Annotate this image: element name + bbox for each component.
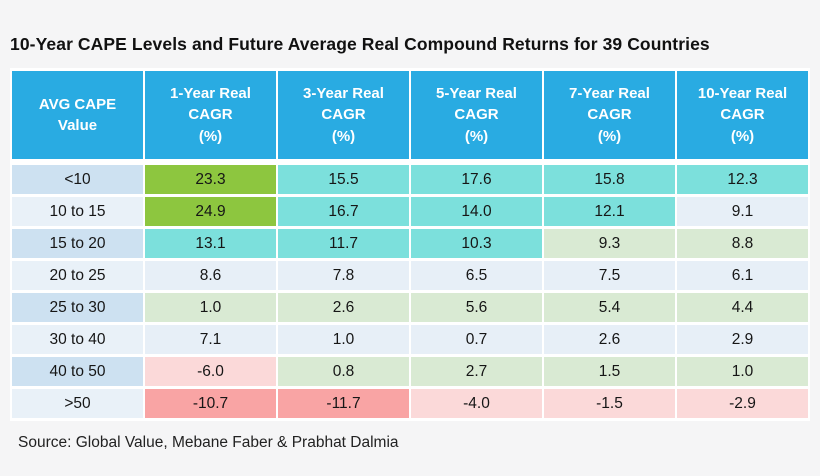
value-cell: 14.0 <box>411 197 542 226</box>
value-cell: 8.6 <box>145 261 276 290</box>
value-cell: 1.0 <box>677 357 808 386</box>
value-cell: 2.6 <box>544 325 675 354</box>
row-label: 20 to 25 <box>12 261 143 290</box>
value-cell: 10.3 <box>411 229 542 258</box>
table-row: 10 to 15 24.9 16.7 14.0 12.1 9.1 <box>12 197 808 226</box>
value-cell: 7.8 <box>278 261 409 290</box>
table-row: >50 -10.7 -11.7 -4.0 -1.5 -2.9 <box>12 389 808 418</box>
value-cell: 5.4 <box>544 293 675 322</box>
page-title: 10-Year CAPE Levels and Future Average R… <box>10 34 710 54</box>
value-cell: 7.5 <box>544 261 675 290</box>
row-label: >50 <box>12 389 143 418</box>
column-header: 7-Year Real CAGR (%) <box>544 71 675 162</box>
row-label: 15 to 20 <box>12 229 143 258</box>
table-row: <10 23.3 15.5 17.6 15.8 12.3 <box>12 165 808 194</box>
value-cell: 5.6 <box>411 293 542 322</box>
value-cell: -6.0 <box>145 357 276 386</box>
value-cell: -4.0 <box>411 389 542 418</box>
value-cell: 6.1 <box>677 261 808 290</box>
column-header: 10-Year Real CAGR (%) <box>677 71 808 162</box>
value-cell: 12.3 <box>677 165 808 194</box>
value-cell: 2.9 <box>677 325 808 354</box>
cape-returns-table: AVG CAPE Value 1-Year Real CAGR (%) 3-Year… <box>10 68 810 421</box>
value-cell: 23.3 <box>145 165 276 194</box>
table-row: 20 to 25 8.6 7.8 6.5 7.5 6.1 <box>12 261 808 290</box>
value-cell: 1.0 <box>278 325 409 354</box>
value-cell: 9.1 <box>677 197 808 226</box>
value-cell: 12.1 <box>544 197 675 226</box>
value-cell: 15.8 <box>544 165 675 194</box>
row-label: 30 to 40 <box>12 325 143 354</box>
value-cell: -11.7 <box>278 389 409 418</box>
value-cell: 0.8 <box>278 357 409 386</box>
value-cell: 2.6 <box>278 293 409 322</box>
column-header: 5-Year Real CAGR (%) <box>411 71 542 162</box>
table-row: 30 to 40 7.1 1.0 0.7 2.6 2.9 <box>12 325 808 354</box>
table-row: 25 to 30 1.0 2.6 5.6 5.4 4.4 <box>12 293 808 322</box>
value-cell: 24.9 <box>145 197 276 226</box>
table-body: <10 23.3 15.5 17.6 15.8 12.3 10 to 15 24.9 16.7 1… <box>12 165 808 418</box>
value-cell: 6.5 <box>411 261 542 290</box>
row-label: <10 <box>12 165 143 194</box>
value-cell: -2.9 <box>677 389 808 418</box>
value-cell: 8.8 <box>677 229 808 258</box>
value-cell: -10.7 <box>145 389 276 418</box>
value-cell: 16.7 <box>278 197 409 226</box>
row-label: 25 to 30 <box>12 293 143 322</box>
column-header: 3-Year Real CAGR (%) <box>278 71 409 162</box>
value-cell: 1.0 <box>145 293 276 322</box>
column-header: 1-Year Real CAGR (%) <box>145 71 276 162</box>
value-cell: 15.5 <box>278 165 409 194</box>
column-header: AVG CAPE Value <box>12 71 143 162</box>
value-cell: 7.1 <box>145 325 276 354</box>
value-cell: 2.7 <box>411 357 542 386</box>
source-note: Source: Global Value, Mebane Faber & Pra… <box>18 434 399 451</box>
row-label: 40 to 50 <box>12 357 143 386</box>
value-cell: 17.6 <box>411 165 542 194</box>
value-cell: 4.4 <box>677 293 808 322</box>
header-row: AVG CAPE Value 1-Year Real CAGR (%) 3-Year… <box>12 71 808 162</box>
value-cell: 11.7 <box>278 229 409 258</box>
table-header: AVG CAPE Value 1-Year Real CAGR (%) 3-Year… <box>12 71 808 162</box>
value-cell: 1.5 <box>544 357 675 386</box>
value-cell: 9.3 <box>544 229 675 258</box>
value-cell: 0.7 <box>411 325 542 354</box>
table-row: 15 to 20 13.1 11.7 10.3 9.3 8.8 <box>12 229 808 258</box>
value-cell: -1.5 <box>544 389 675 418</box>
row-label: 10 to 15 <box>12 197 143 226</box>
table-row: 40 to 50 -6.0 0.8 2.7 1.5 1.0 <box>12 357 808 386</box>
value-cell: 13.1 <box>145 229 276 258</box>
